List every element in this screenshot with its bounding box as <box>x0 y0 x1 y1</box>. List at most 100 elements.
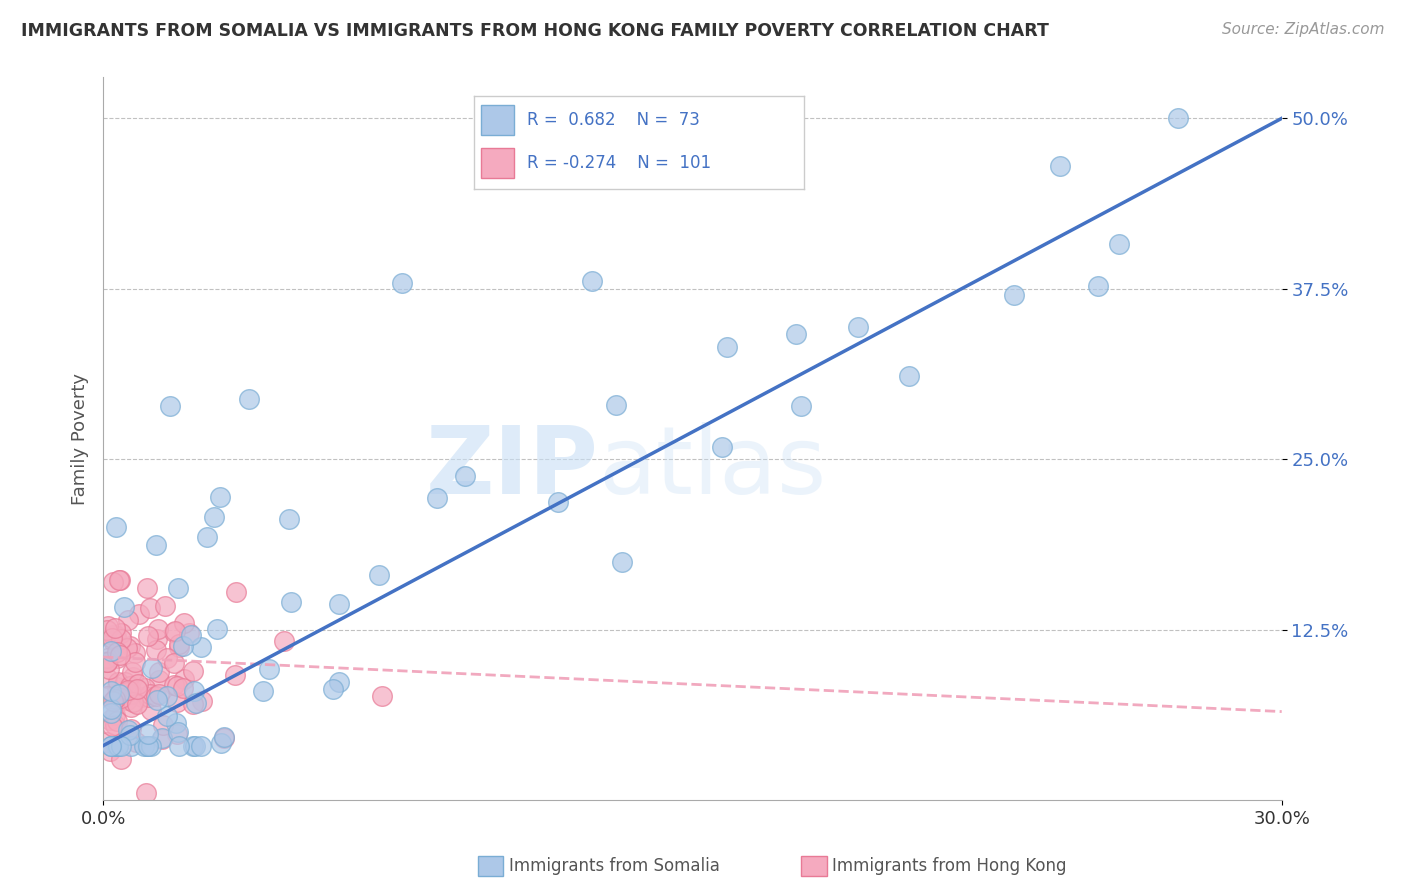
Point <box>139 687 162 701</box>
Point <box>145 693 167 707</box>
Point <box>710 440 733 454</box>
Point <box>96 654 118 668</box>
Point <box>108 648 131 663</box>
Point <box>100 631 122 645</box>
Text: IMMIGRANTS FROM SOMALIA VS IMMIGRANTS FROM HONG KONG FAMILY POVERTY CORRELATION : IMMIGRANTS FROM SOMALIA VS IMMIGRANTS FR… <box>21 22 1049 40</box>
Point <box>117 723 139 737</box>
Point <box>205 623 228 637</box>
Point <box>1049 159 1071 173</box>
Point <box>165 715 187 730</box>
Point <box>118 640 141 654</box>
Point <box>105 645 128 659</box>
Point <box>132 739 155 753</box>
Point <box>177 626 200 640</box>
Point <box>167 640 190 654</box>
Point <box>181 664 204 678</box>
Text: atlas: atlas <box>598 422 827 514</box>
Point <box>108 687 131 701</box>
Point <box>136 739 159 753</box>
Point <box>120 722 142 736</box>
Point <box>96 651 118 665</box>
Point <box>225 584 247 599</box>
Point <box>167 581 190 595</box>
Point <box>103 628 125 642</box>
Point <box>110 626 132 640</box>
Point <box>100 643 122 657</box>
Point <box>131 690 153 705</box>
Point <box>181 697 204 711</box>
Point <box>454 468 477 483</box>
Point <box>184 696 207 710</box>
Point <box>100 739 122 753</box>
Point <box>163 656 186 670</box>
Point <box>370 689 392 703</box>
Point <box>125 681 148 696</box>
Point <box>105 739 128 753</box>
Text: Source: ZipAtlas.com: Source: ZipAtlas.com <box>1222 22 1385 37</box>
Point <box>98 744 121 758</box>
Point <box>195 530 218 544</box>
Point <box>173 615 195 630</box>
Point <box>166 679 188 693</box>
Point <box>252 683 274 698</box>
Point <box>612 555 634 569</box>
Point <box>146 622 169 636</box>
Point <box>112 599 135 614</box>
Point <box>322 681 344 696</box>
Point <box>145 689 167 703</box>
Point <box>105 714 128 729</box>
Point <box>135 786 157 800</box>
Point <box>138 601 160 615</box>
Point <box>139 703 162 717</box>
Point <box>97 619 120 633</box>
Point <box>104 621 127 635</box>
Point <box>273 634 295 648</box>
Point <box>120 700 142 714</box>
Point <box>145 632 167 647</box>
Point <box>716 339 738 353</box>
Point <box>96 655 118 669</box>
Point <box>98 662 121 676</box>
Point <box>846 319 869 334</box>
Point <box>101 574 124 589</box>
Point <box>136 581 159 595</box>
Point <box>117 682 139 697</box>
Point <box>156 650 179 665</box>
Point <box>115 693 138 707</box>
Point <box>115 685 138 699</box>
Point <box>328 675 350 690</box>
Point <box>790 399 813 413</box>
Point <box>104 708 127 723</box>
Point <box>368 568 391 582</box>
Point <box>122 670 145 684</box>
Point <box>96 671 118 685</box>
Point <box>125 697 148 711</box>
Point <box>145 643 167 657</box>
Point <box>114 675 136 690</box>
Point <box>120 688 142 702</box>
Point <box>159 400 181 414</box>
Point <box>167 739 190 753</box>
Point <box>238 392 260 406</box>
Point <box>190 739 212 753</box>
Point <box>547 495 569 509</box>
Point <box>105 739 128 753</box>
Point <box>104 691 127 706</box>
Point <box>127 677 149 691</box>
Point <box>167 725 190 739</box>
Point <box>897 368 920 383</box>
Point <box>138 690 160 705</box>
Point <box>141 661 163 675</box>
Point <box>202 509 225 524</box>
Point <box>100 702 122 716</box>
Point <box>96 624 118 638</box>
Point <box>1087 279 1109 293</box>
Point <box>257 662 280 676</box>
Point <box>136 727 159 741</box>
Point <box>105 651 128 665</box>
Point <box>183 684 205 698</box>
Point <box>180 627 202 641</box>
Point <box>155 599 177 613</box>
Point <box>100 739 122 753</box>
Point <box>117 680 139 694</box>
